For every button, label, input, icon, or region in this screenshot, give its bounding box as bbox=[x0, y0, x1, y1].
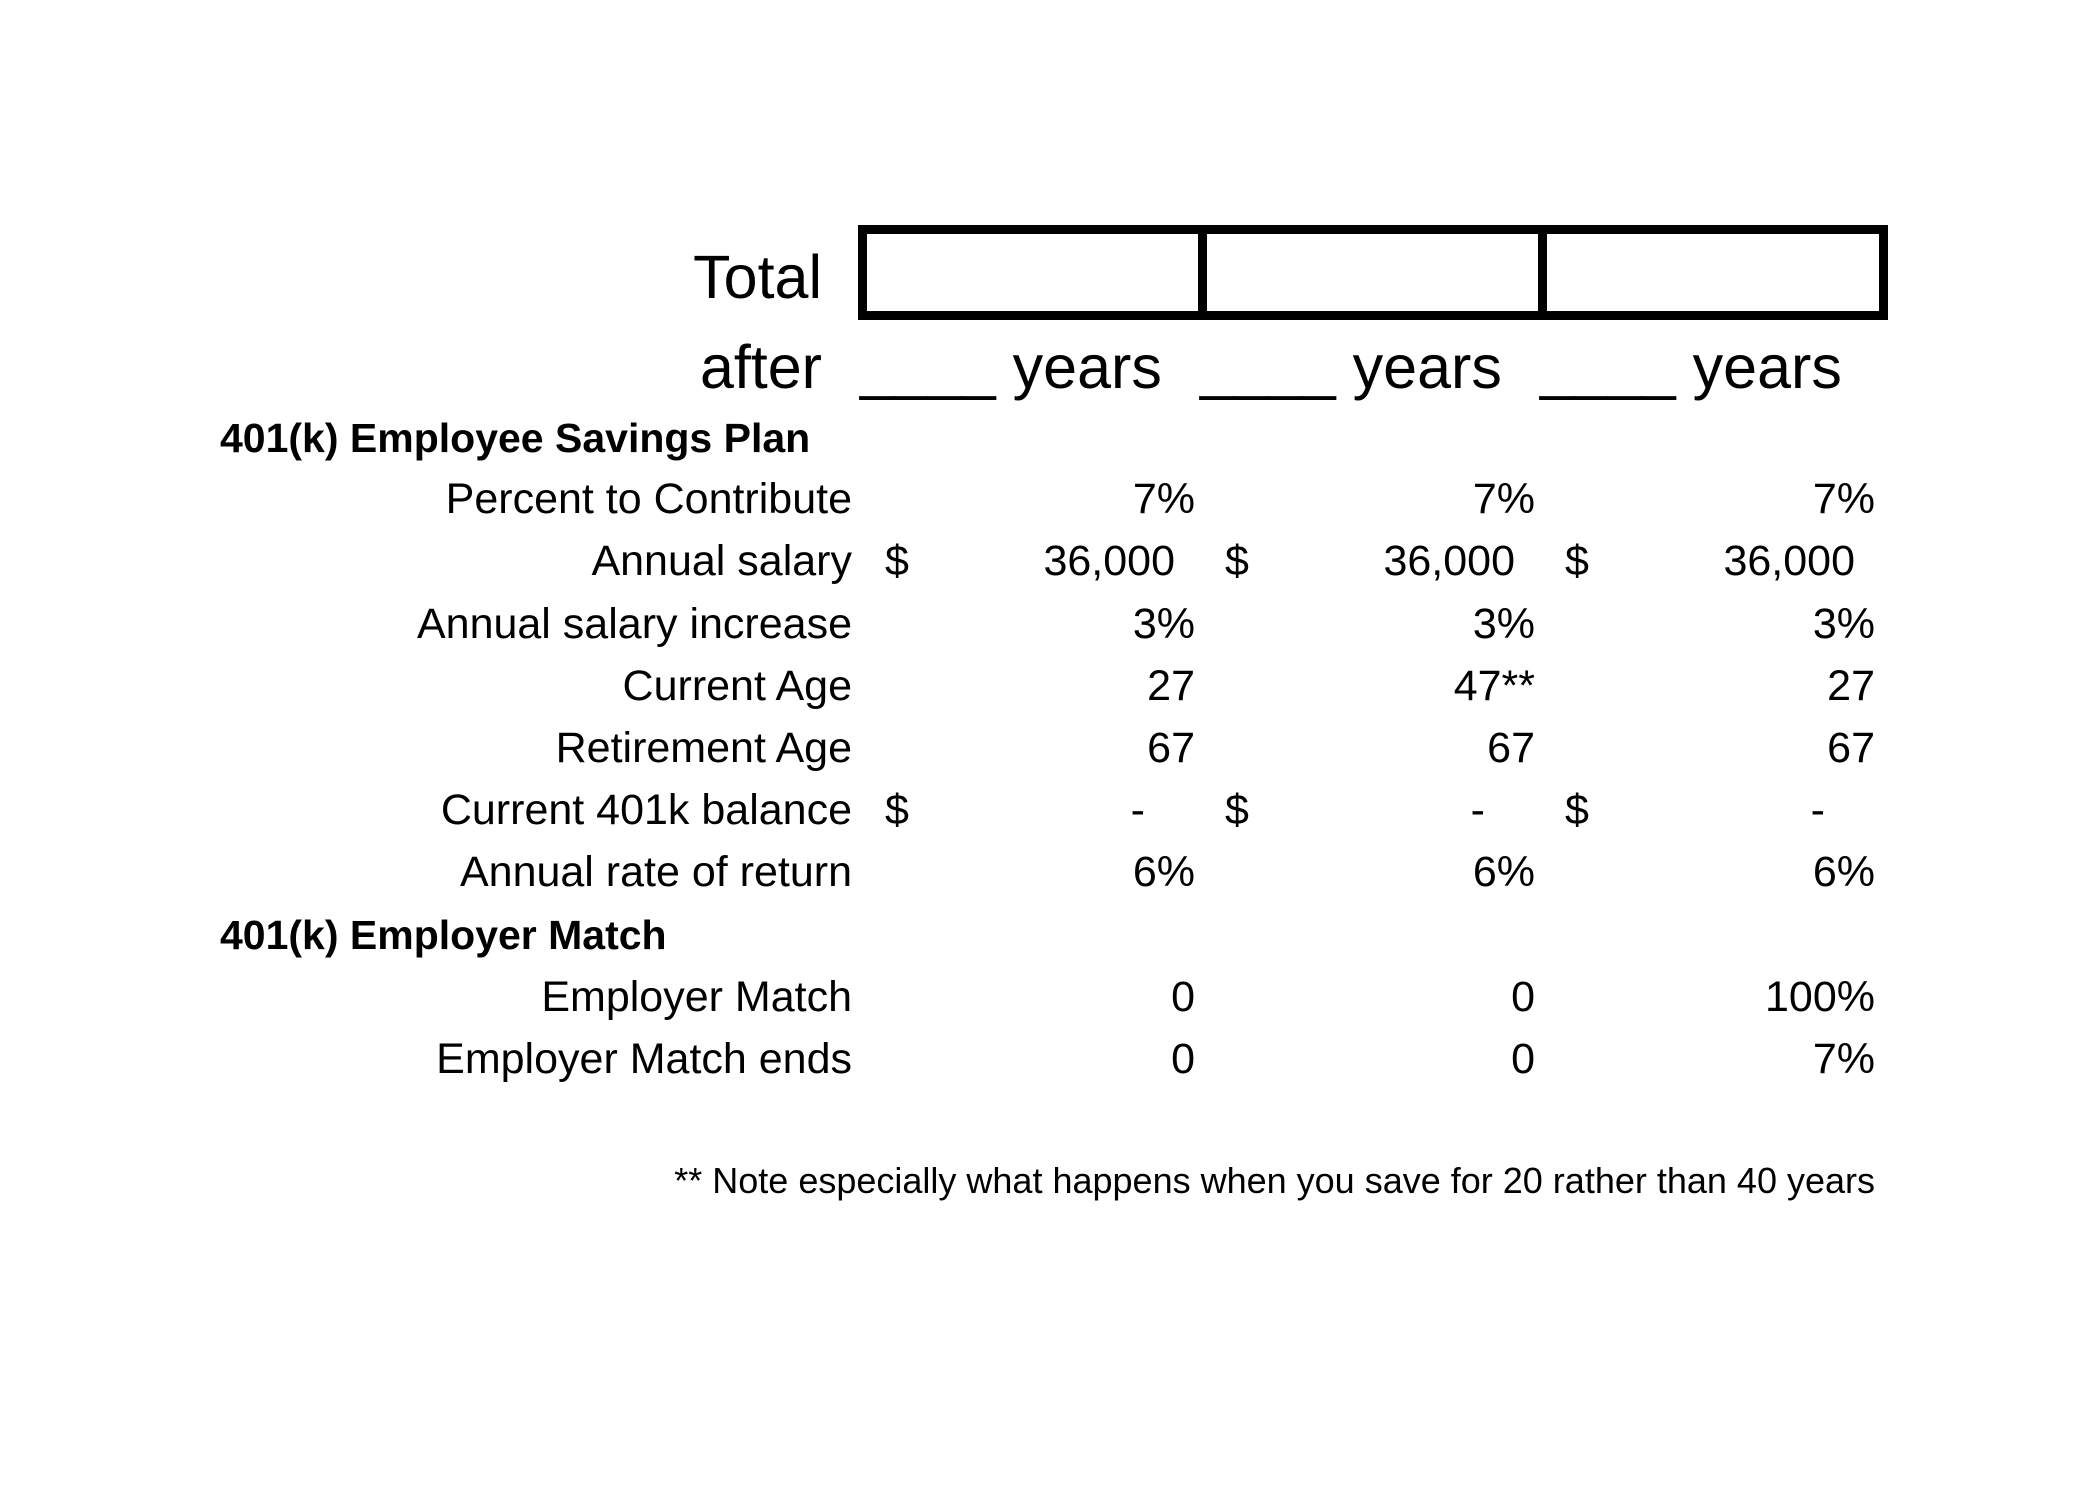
currency-symbol-salary-col3: $ bbox=[1565, 537, 1589, 585]
value-salary-col2: 36,000 bbox=[1383, 537, 1515, 585]
after-label: after bbox=[699, 333, 822, 401]
currency-symbol-balance-col3: $ bbox=[1565, 786, 1589, 834]
value-employer-match-ends-col2: 0 bbox=[1511, 1035, 1535, 1083]
row-label-employer-match: Employer Match bbox=[541, 973, 852, 1021]
currency-symbol-salary-col1: $ bbox=[885, 537, 909, 585]
value-salary-col3: 36,000 bbox=[1723, 537, 1855, 585]
row-label-annual-salary: Annual salary bbox=[591, 537, 852, 585]
value-salary-increase-col1: 3% bbox=[1132, 600, 1195, 648]
currency-symbol-salary-col2: $ bbox=[1225, 537, 1249, 585]
currency-symbol-balance-col1: $ bbox=[885, 786, 909, 834]
value-employer-match-col2: 0 bbox=[1511, 973, 1535, 1021]
value-retirement-age-col2: 67 bbox=[1487, 724, 1535, 772]
row-label-current-401k-balance: Current 401k balance bbox=[440, 786, 852, 834]
years-blank-2[interactable]: ____ years bbox=[1200, 333, 1502, 401]
value-current-age-col1: 27 bbox=[1147, 662, 1195, 710]
value-employer-match-ends-col3: 7% bbox=[1812, 1035, 1875, 1083]
total-box-1[interactable] bbox=[858, 225, 1207, 320]
value-employer-match-ends-col1: 0 bbox=[1171, 1035, 1195, 1083]
section-title-employer-match: 401(k) Employer Match bbox=[220, 912, 667, 958]
value-balance-col2: - bbox=[1470, 786, 1485, 834]
value-retirement-age-col3: 67 bbox=[1827, 724, 1875, 772]
value-salary-col1: 36,000 bbox=[1043, 537, 1175, 585]
row-label-retirement-age: Retirement Age bbox=[555, 724, 852, 772]
row-label-annual-salary-increase: Annual salary increase bbox=[416, 600, 852, 648]
total-box-3[interactable] bbox=[1538, 225, 1888, 320]
value-retirement-age-col1: 67 bbox=[1147, 724, 1195, 772]
value-salary-increase-col3: 3% bbox=[1812, 600, 1875, 648]
years-blank-3[interactable]: ____ years bbox=[1540, 333, 1842, 401]
value-balance-col3: - bbox=[1810, 786, 1825, 834]
value-balance-col1: - bbox=[1130, 786, 1145, 834]
row-label-current-age: Current Age bbox=[622, 662, 852, 710]
row-label-percent-to-contribute: Percent to Contribute bbox=[445, 475, 852, 523]
total-label: Total bbox=[693, 243, 822, 311]
total-box-2[interactable] bbox=[1198, 225, 1547, 320]
value-percent-col2: 7% bbox=[1472, 475, 1535, 523]
value-current-age-col3: 27 bbox=[1827, 662, 1875, 710]
footnote: ** Note especially what happens when you… bbox=[674, 1160, 1875, 1201]
value-current-age-col2: 47** bbox=[1453, 662, 1535, 710]
currency-symbol-balance-col2: $ bbox=[1225, 786, 1249, 834]
value-employer-match-col3: 100% bbox=[1765, 973, 1875, 1021]
value-percent-col1: 7% bbox=[1132, 475, 1195, 523]
value-rate-of-return-col3: 6% bbox=[1812, 848, 1875, 896]
value-rate-of-return-col2: 6% bbox=[1472, 848, 1535, 896]
row-label-annual-rate-of-return: Annual rate of return bbox=[459, 848, 852, 896]
value-percent-col3: 7% bbox=[1812, 475, 1875, 523]
value-employer-match-col1: 0 bbox=[1171, 973, 1195, 1021]
value-salary-increase-col2: 3% bbox=[1472, 600, 1535, 648]
value-rate-of-return-col1: 6% bbox=[1132, 848, 1195, 896]
row-label-employer-match-ends: Employer Match ends bbox=[436, 1035, 852, 1083]
section-title-employee-savings: 401(k) Employee Savings Plan bbox=[220, 415, 811, 461]
years-blank-1[interactable]: ____ years bbox=[860, 333, 1162, 401]
